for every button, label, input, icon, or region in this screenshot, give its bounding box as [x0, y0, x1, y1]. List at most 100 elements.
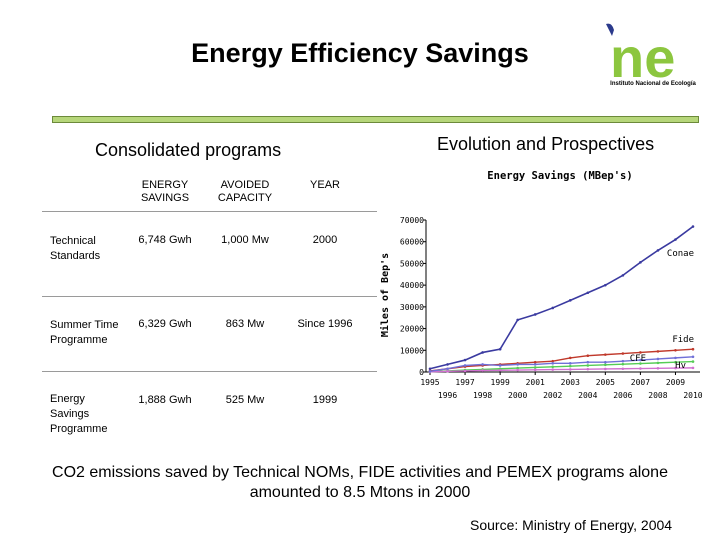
header-divider: [52, 116, 699, 123]
data-point: [586, 291, 590, 295]
x-tick-label: 2005: [596, 378, 615, 387]
data-point: [604, 353, 607, 356]
table-cell-savings: 6,329 Gwh: [138, 318, 192, 330]
data-point: [446, 367, 449, 371]
x-tick-label: 2002: [543, 391, 562, 400]
series-line-cfe: [429, 360, 694, 373]
data-point: [639, 358, 642, 362]
data-point: [568, 299, 572, 302]
data-point: [656, 357, 660, 361]
footnote: CO2 emissions saved by Technical NOMs, F…: [52, 464, 668, 501]
data-point: [621, 352, 625, 355]
series-line-fide: [429, 348, 694, 372]
y-tick-label: 50000: [400, 259, 424, 268]
data-point: [621, 367, 625, 371]
data-point: [428, 370, 432, 373]
data-point: [674, 348, 677, 352]
table-cell-year: 2000: [312, 234, 338, 246]
data-point: [691, 355, 695, 359]
data-point: [551, 365, 555, 369]
data-point: [481, 351, 484, 354]
series-line-other: [429, 356, 694, 373]
x-tick-label: 1995: [420, 378, 439, 387]
x-tick-label: 1999: [491, 378, 510, 387]
data-point: [674, 366, 677, 370]
data-point: [481, 369, 484, 372]
x-tick-label: 2006: [613, 391, 632, 400]
table-header-savings: ENERGY SAVINGS: [140, 179, 190, 204]
left-heading: Consolidated programs: [95, 140, 282, 160]
x-tick-label: 2007: [631, 378, 650, 387]
x-tick-label: 2004: [578, 391, 597, 400]
data-point: [586, 367, 590, 371]
table-cell-savings: 1,888 Gwh: [138, 394, 192, 406]
table-divider: [42, 296, 377, 297]
series-line-conae: [429, 225, 694, 370]
x-tick-label: 2000: [508, 391, 527, 400]
table-cell-capacity: 863 Mw: [225, 318, 265, 330]
energy-savings-chart: Energy Savings (MBep's) Miles of Bep's 0…: [360, 160, 720, 420]
logo-accent-icon: [606, 23, 614, 36]
y-tick-label: 20000: [400, 325, 424, 334]
data-point: [656, 249, 660, 252]
chart-ylabel: Miles of Bep's: [379, 253, 391, 337]
data-point: [604, 363, 607, 367]
table-divider: [42, 371, 377, 372]
data-point: [481, 363, 484, 366]
source-note: Source: Ministry of Energy, 2004: [470, 517, 673, 533]
data-point: [498, 347, 502, 351]
series-label-hv: Hv: [675, 361, 686, 371]
chart-svg: Energy Savings (MBep's) Miles of Bep's 0…: [379, 170, 703, 400]
data-point: [691, 225, 695, 228]
data-point: [674, 238, 677, 241]
data-point: [516, 363, 519, 366]
y-tick-label: 40000: [400, 281, 424, 290]
table-header-capacity: AVOIDED CAPACITY: [217, 179, 273, 204]
x-tick-label: 1996: [438, 391, 457, 400]
data-point: [551, 362, 555, 365]
data-point: [691, 360, 695, 363]
data-point: [691, 366, 695, 370]
data-point: [533, 368, 537, 372]
series-label-cfe: CFE: [630, 354, 646, 364]
data-point: [463, 358, 467, 362]
data-point: [604, 283, 607, 287]
page-title: Energy Efficiency Savings: [191, 38, 529, 68]
x-tick-label: 1998: [473, 391, 492, 400]
data-point: [516, 368, 519, 372]
data-point: [446, 363, 449, 366]
data-point: [446, 370, 449, 373]
table-cell-capacity: 1,000 Mw: [221, 234, 269, 246]
data-point: [586, 364, 590, 367]
data-point: [568, 364, 572, 368]
data-point: [639, 362, 642, 365]
data-point: [551, 368, 555, 371]
data-point: [533, 360, 537, 364]
data-point: [691, 347, 695, 351]
table-cell-program: Energy Savings Programme: [50, 393, 108, 435]
x-tick-label: 2001: [526, 378, 545, 387]
x-tick-label: 2003: [561, 378, 580, 387]
table-divider: [42, 211, 377, 212]
x-tick-label: 1997: [455, 378, 474, 387]
data-point: [498, 364, 502, 367]
data-point: [656, 350, 660, 353]
y-tick-label: 70000: [400, 216, 424, 225]
data-point: [639, 261, 642, 264]
logo-text: ne: [610, 26, 675, 89]
data-point: [533, 366, 537, 369]
table-cell-program: Summer Time Programme: [50, 319, 119, 346]
series-label-conae: Conae: [667, 249, 694, 259]
table-header-year: YEAR: [310, 179, 340, 191]
table-cell-year: Since 1996: [297, 318, 353, 330]
chart-title: Energy Savings (MBep's): [487, 170, 632, 182]
data-point: [568, 356, 572, 360]
data-point: [498, 368, 502, 372]
data-point: [516, 318, 519, 322]
data-point: [639, 367, 642, 370]
data-point: [516, 366, 519, 370]
logo: ne: [598, 22, 708, 92]
data-point: [674, 356, 677, 360]
right-heading: Evolution and Prospectives: [437, 134, 655, 154]
x-tick-label: 2010: [683, 391, 702, 400]
